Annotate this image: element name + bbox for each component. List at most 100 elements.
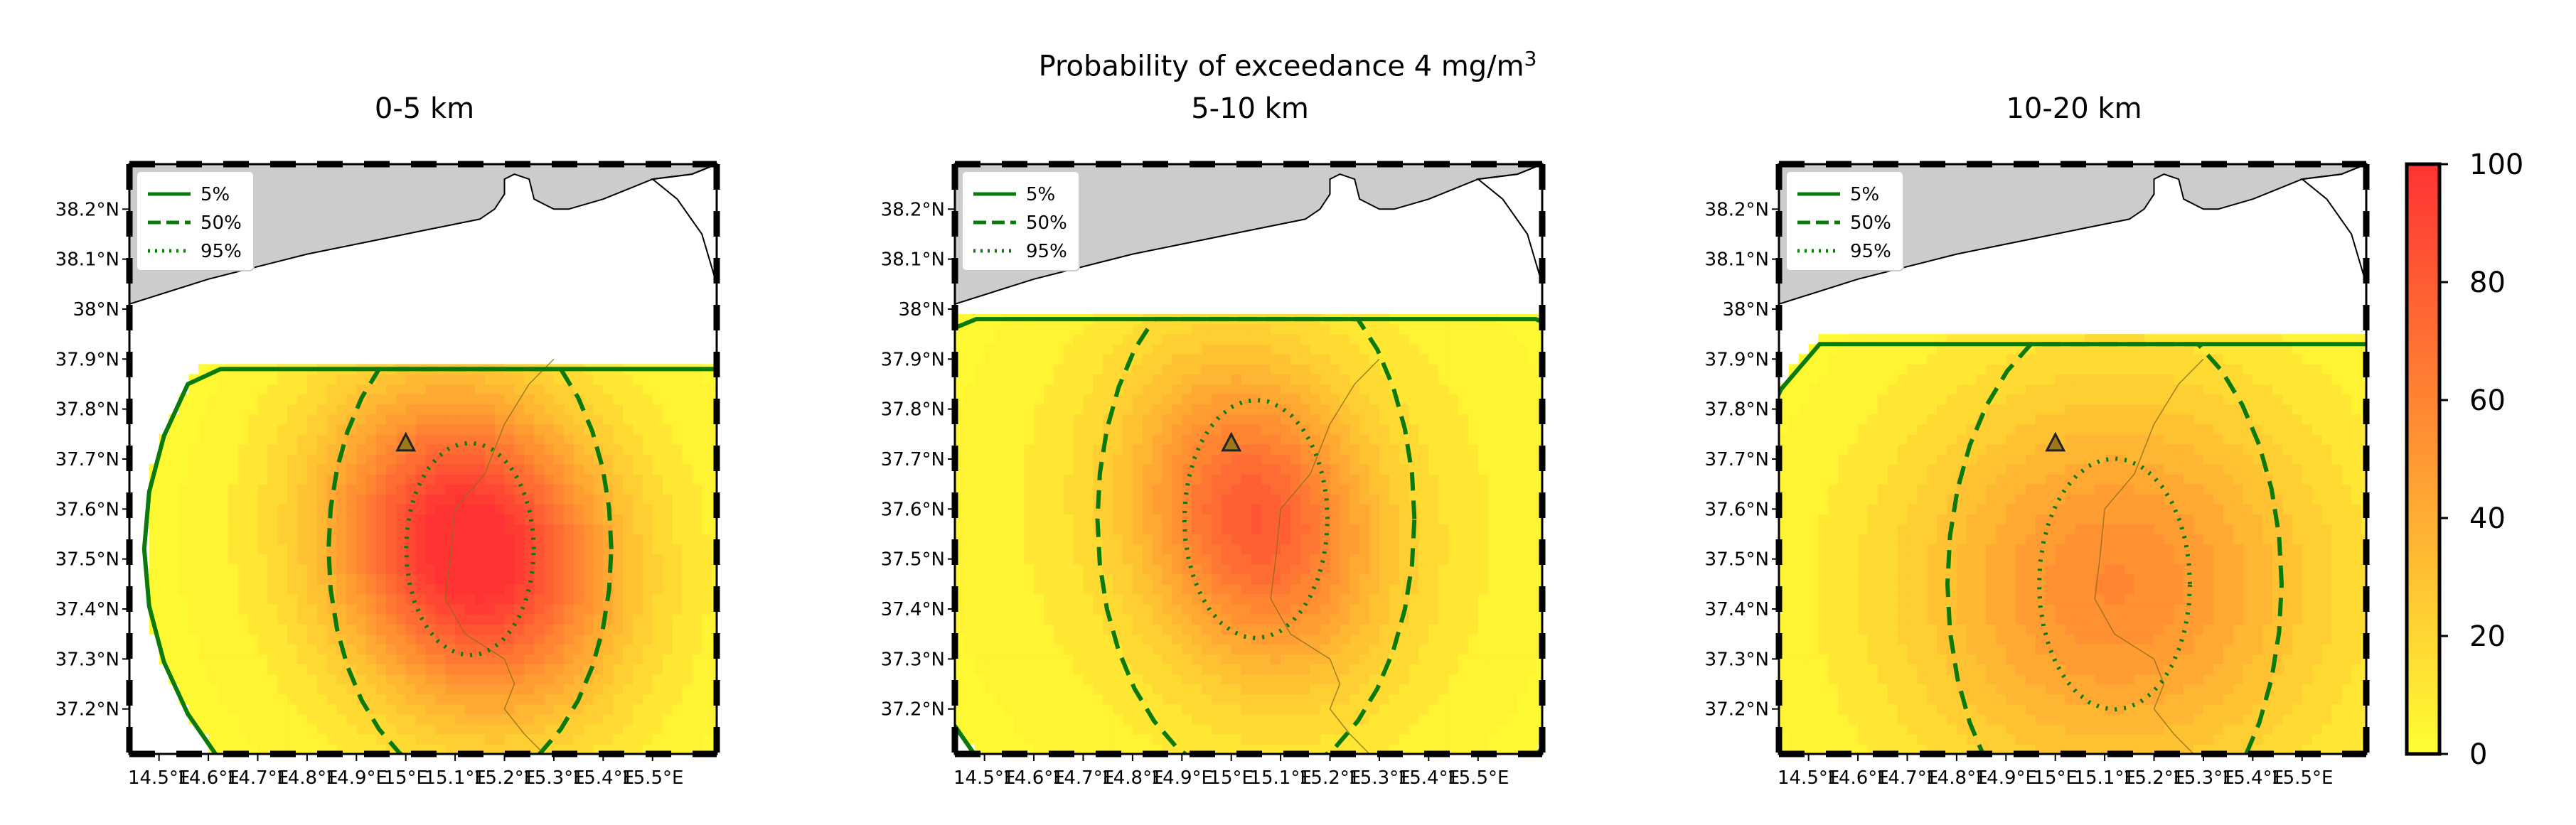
grid-cell xyxy=(1133,364,1143,374)
grid-cell xyxy=(425,594,435,605)
grid-cell xyxy=(406,464,416,475)
grid-cell xyxy=(346,514,356,524)
grid-cell xyxy=(267,654,277,664)
grid-cell xyxy=(1093,694,1103,705)
grid-cell xyxy=(1448,484,1458,495)
grid-cell xyxy=(682,634,692,645)
grid-cell xyxy=(1074,574,1084,585)
grid-cell xyxy=(495,584,505,595)
grid-cell xyxy=(1488,354,1498,365)
grid-cell xyxy=(1369,534,1379,545)
y-tick-label: 38°N xyxy=(73,299,119,320)
grid-cell xyxy=(663,494,673,505)
grid-cell xyxy=(485,544,495,555)
grid-cell xyxy=(1330,584,1340,595)
grid-cell xyxy=(534,464,544,475)
grid-cell xyxy=(1369,444,1379,455)
grid-cell xyxy=(1359,424,1369,435)
grid-cell xyxy=(554,424,564,435)
grid-cell xyxy=(238,444,248,455)
grid-cell xyxy=(1083,634,1093,645)
grid-cell xyxy=(346,714,356,725)
grid-cell xyxy=(425,534,435,545)
grid-cell xyxy=(1340,684,1350,695)
grid-cell xyxy=(1014,494,1024,505)
grid-cell xyxy=(564,514,574,524)
grid-cell xyxy=(1359,634,1369,645)
grid-cell xyxy=(228,514,238,524)
grid-cell xyxy=(435,474,445,485)
grid-cell xyxy=(297,704,307,715)
grid-cell xyxy=(307,724,317,735)
grid-cell xyxy=(317,384,327,394)
grid-cell xyxy=(287,474,297,485)
grid-cell xyxy=(287,514,297,524)
grid-cell xyxy=(663,484,673,495)
grid-cell xyxy=(1034,724,1044,735)
map-panel-0: 38.2°N38.1°N38°N37.9°N37.8°N37.7°N37.6°N… xyxy=(55,164,796,825)
grid-cell xyxy=(435,624,445,635)
grid-cell xyxy=(643,534,653,545)
y-tick-label: 37.7°N xyxy=(881,449,945,470)
grid-cell xyxy=(1074,714,1084,725)
grid-cell xyxy=(1399,464,1409,475)
grid-cell xyxy=(455,644,465,654)
grid-cell xyxy=(228,414,238,425)
grid-cell xyxy=(1290,484,1300,495)
grid-cell xyxy=(1004,494,1014,505)
grid-cell xyxy=(238,514,248,524)
grid-cell xyxy=(574,444,584,455)
grid-cell xyxy=(228,574,238,585)
grid-cell xyxy=(1310,664,1320,674)
grid-cell xyxy=(623,414,633,425)
grid-cell xyxy=(1290,574,1300,585)
grid-cell xyxy=(346,474,356,485)
grid-cell xyxy=(1014,614,1024,625)
grid-cell xyxy=(1054,334,1064,345)
grid-cell xyxy=(623,654,633,664)
grid-cell xyxy=(1261,564,1271,575)
grid-cell xyxy=(337,474,347,485)
grid-cell xyxy=(248,684,258,695)
grid-cell xyxy=(445,464,455,475)
grid-cell xyxy=(287,674,297,684)
grid-cell xyxy=(1064,374,1074,384)
grid-cell xyxy=(653,394,663,405)
grid-cell xyxy=(1498,364,1508,374)
grid-cell xyxy=(633,594,643,605)
grid-cell xyxy=(534,614,544,625)
grid-cell xyxy=(1409,414,1419,425)
grid-cell xyxy=(178,434,188,445)
grid-cell xyxy=(995,404,1005,415)
grid-cell xyxy=(435,714,445,725)
grid-cell xyxy=(1064,564,1074,575)
grid-cell xyxy=(386,714,396,725)
grid-cell xyxy=(188,544,198,555)
grid-cell xyxy=(613,714,623,725)
grid-cell xyxy=(1113,424,1123,435)
grid-cell xyxy=(554,644,564,654)
grid-cell xyxy=(1212,604,1222,615)
grid-cell xyxy=(1212,584,1222,595)
grid-cell xyxy=(1488,724,1498,735)
grid-cell xyxy=(169,614,179,625)
grid-cell xyxy=(1271,474,1281,485)
grid-cell xyxy=(366,604,376,615)
grid-cell xyxy=(366,734,376,745)
grid-cell xyxy=(1163,694,1172,705)
grid-cell xyxy=(1340,444,1350,455)
grid-cell xyxy=(975,554,985,565)
grid-cell xyxy=(445,634,455,645)
grid-cell xyxy=(995,564,1005,575)
grid-cell xyxy=(633,574,643,585)
grid-cell xyxy=(554,484,564,495)
grid-cell xyxy=(1389,724,1399,735)
grid-cell xyxy=(475,434,485,445)
grid-cell xyxy=(1074,374,1084,384)
grid-cell xyxy=(534,684,544,695)
grid-cell xyxy=(445,694,455,705)
grid-cell xyxy=(1330,524,1340,534)
grid-cell xyxy=(277,574,287,585)
grid-cell xyxy=(1498,504,1508,514)
